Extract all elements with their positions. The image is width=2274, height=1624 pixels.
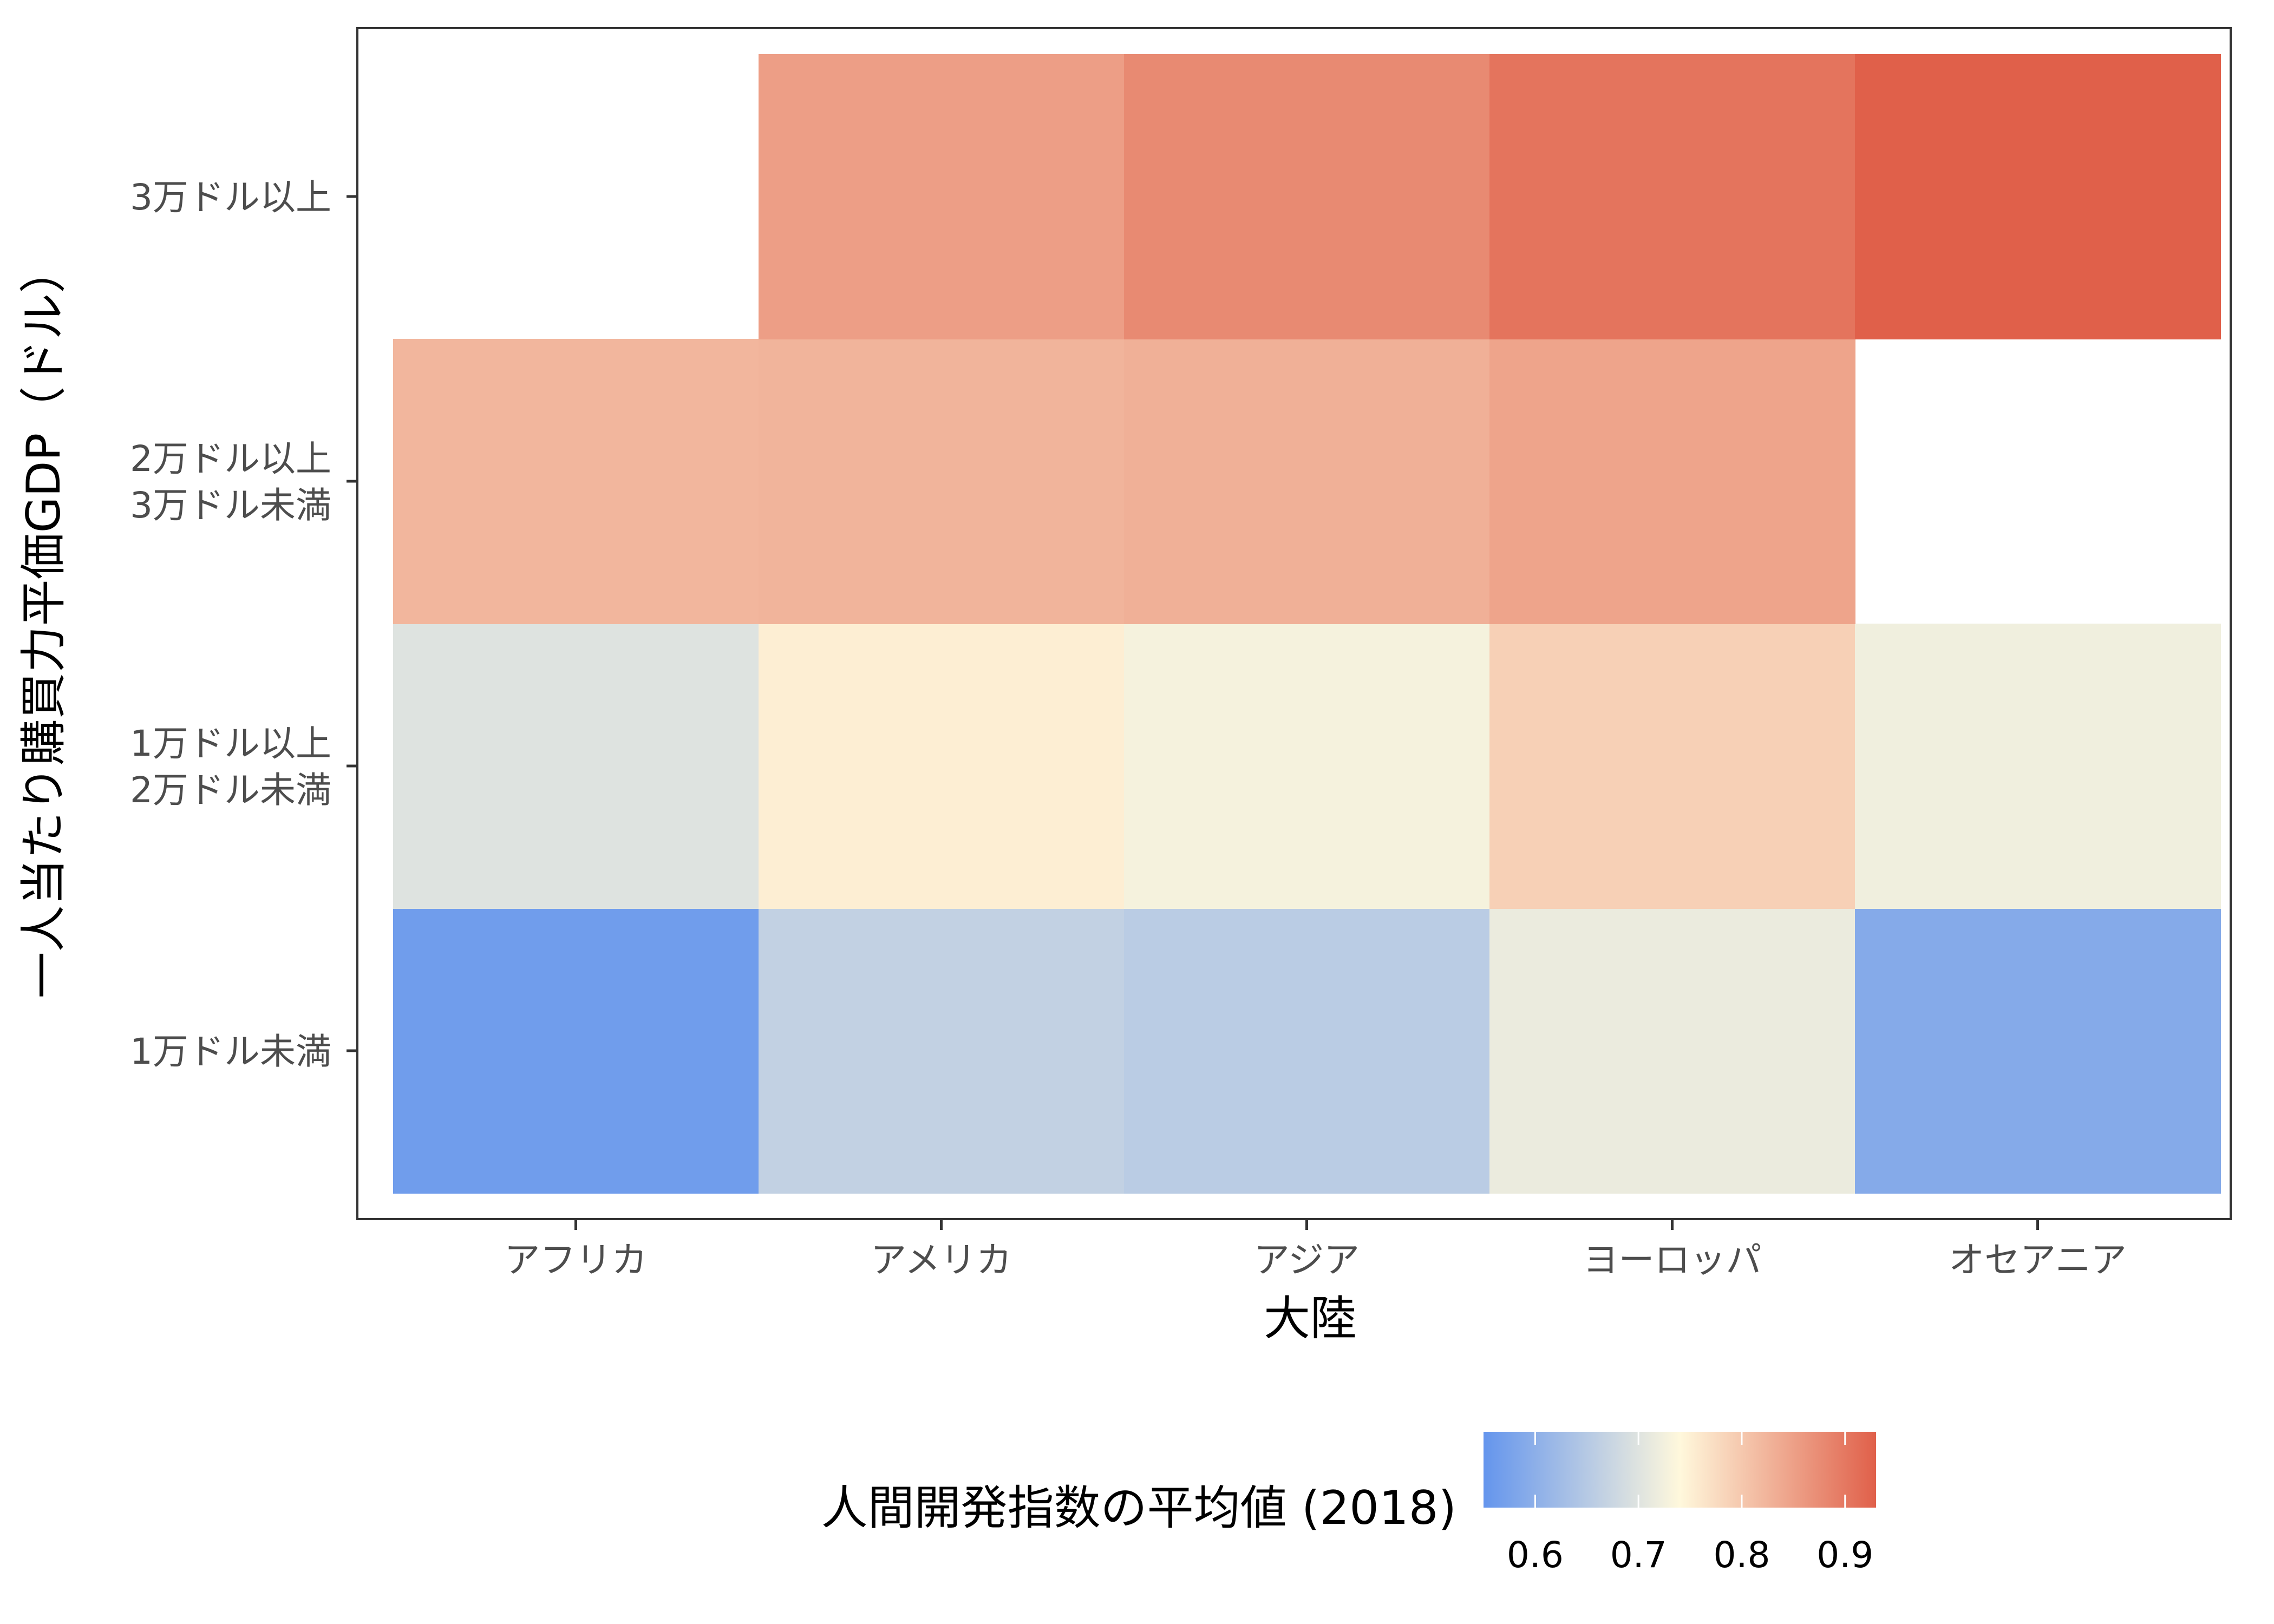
plot-border — [356, 27, 2232, 1220]
y-axis-title: 一人当たり購買力平価GDP（ドル） — [17, 247, 71, 999]
x-tick-label: アフリカ — [505, 1239, 648, 1281]
heatmap-cell — [1489, 54, 1855, 339]
heatmap-cell — [759, 339, 1125, 624]
heatmap-cell — [1124, 54, 1490, 339]
heatmap-cell — [759, 54, 1125, 339]
x-axis-title: 大陸 — [1264, 1292, 1357, 1346]
y-tick-label: 3万ドル以上 — [130, 176, 331, 218]
heatmap-cell — [1489, 908, 1855, 1194]
heatmap-cell — [1489, 624, 1855, 909]
legend-ticks: 0.6 0.7 0.8 0.9 — [1507, 1432, 1873, 1576]
legend-tick-label: 0.8 — [1713, 1534, 1770, 1576]
heatmap-cell — [1124, 908, 1490, 1194]
heatmap-cell — [1855, 624, 2221, 909]
legend-tick-label: 0.7 — [1610, 1534, 1667, 1576]
x-tick-label: アメリカ — [871, 1239, 1012, 1281]
y-tick-label: 1万ドル未満 — [130, 1031, 331, 1072]
heatmap-cell — [1489, 339, 1855, 624]
heatmap-cell — [393, 624, 759, 909]
legend-tick-label: 0.9 — [1816, 1534, 1873, 1576]
legend-tick-label: 0.6 — [1507, 1534, 1564, 1576]
y-tick-label: 3万ドル未満 — [130, 484, 331, 526]
heatmap-cells — [393, 54, 2221, 1194]
x-tick-label: オセアニア — [1949, 1239, 2127, 1281]
heatmap-cell — [1124, 624, 1490, 909]
heatmap-cell — [1855, 54, 2221, 339]
heatmap-cell — [393, 339, 759, 624]
heatmap-cell — [1855, 908, 2221, 1194]
legend: 人間開発指数の平均値 (2018) 0.6 0.7 0.8 0.9 — [821, 1432, 1876, 1576]
x-tick-label: アジア — [1254, 1239, 1360, 1281]
heatmap-cell — [1124, 339, 1490, 624]
heatmap-cell — [759, 908, 1125, 1194]
x-tick-label: ヨーロッパ — [1583, 1239, 1762, 1281]
heatmap-cell — [393, 908, 759, 1194]
y-tick-label: 1万ドル以上 — [130, 723, 331, 764]
legend-colorbar — [1484, 1432, 1876, 1508]
x-axis: アフリカ アメリカ アジア ヨーロッパ オセアニア — [505, 1219, 2127, 1281]
legend-title: 人間開発指数の平均値 (2018) — [821, 1481, 1456, 1535]
heatmap-cell — [759, 624, 1125, 909]
y-tick-label: 2万ドル以上 — [130, 438, 331, 480]
y-tick-label: 2万ドル未満 — [130, 769, 331, 811]
